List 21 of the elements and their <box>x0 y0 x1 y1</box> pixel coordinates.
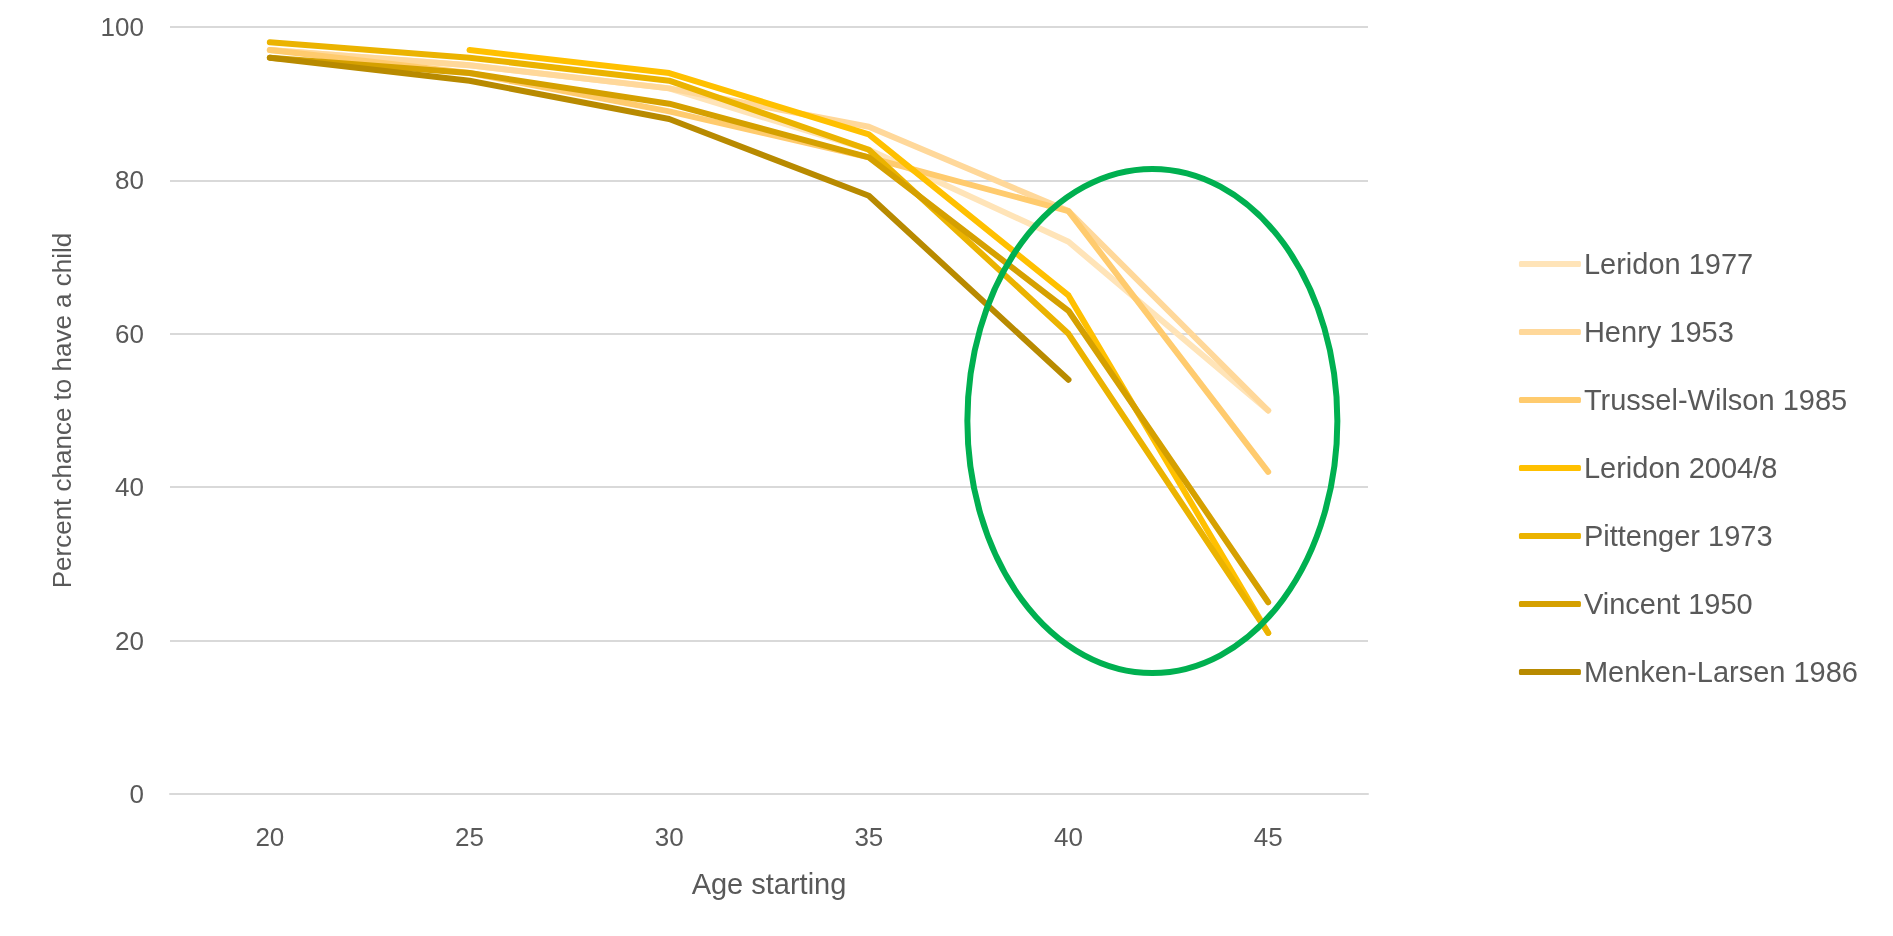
x-tick-label: 45 <box>1253 822 1283 852</box>
legend-label: Leridon 2004/8 <box>1583 452 1778 484</box>
x-axis-title: Age starting <box>691 867 847 900</box>
legend-label: Leridon 1977 <box>1583 248 1754 280</box>
y-tick-label: 80 <box>115 165 144 196</box>
legend-label: Menken-Larsen 1986 <box>1583 656 1859 688</box>
y-tick-label: 100 <box>100 12 144 42</box>
legend-label: Henry 1953 <box>1583 316 1734 348</box>
x-tick-label: 40 <box>1054 822 1083 852</box>
y-axis-title: Percent chance to have a child <box>47 232 77 589</box>
y-tick-label: 20 <box>115 625 144 656</box>
x-tick-label: 20 <box>255 822 285 852</box>
legend-label: Pittenger 1973 <box>1583 520 1773 552</box>
x-tick-label: 35 <box>854 822 884 852</box>
legend-label: Trussel-Wilson 1985 <box>1583 384 1848 416</box>
y-tick-label: 0 <box>129 779 144 809</box>
y-tick-label: 40 <box>115 472 144 503</box>
x-tick-label: 30 <box>654 822 684 852</box>
x-tick-label: 25 <box>455 822 484 852</box>
y-tick-label: 60 <box>115 318 144 349</box>
legend-label: Vincent 1950 <box>1583 588 1753 620</box>
